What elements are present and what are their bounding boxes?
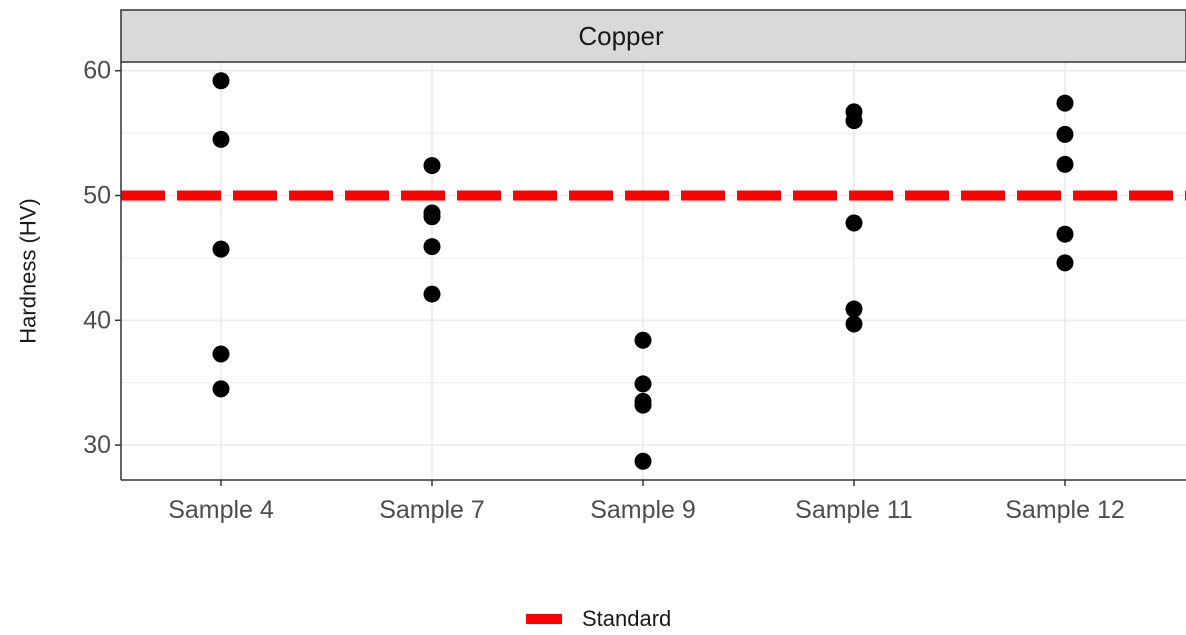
data-point <box>1056 125 1074 143</box>
y-tick-label: 40 <box>83 306 111 334</box>
legend: Standard <box>526 603 671 635</box>
data-point <box>423 208 441 226</box>
y-tick-label: 30 <box>83 431 111 459</box>
x-tick-label: Sample 4 <box>168 496 274 524</box>
data-point <box>634 375 652 393</box>
data-point <box>423 285 441 303</box>
facet-title: Copper <box>578 21 664 51</box>
data-point <box>423 238 441 256</box>
data-point <box>845 112 863 130</box>
x-tick-label: Sample 9 <box>590 496 696 524</box>
data-point <box>212 240 230 258</box>
data-point <box>634 331 652 349</box>
legend-key-standard <box>526 614 562 624</box>
data-point <box>634 396 652 414</box>
data-point <box>1056 94 1074 112</box>
data-points <box>212 72 1074 470</box>
data-point <box>1056 225 1074 243</box>
x-tick-label: Sample 12 <box>1005 496 1125 524</box>
y-tick-label: 50 <box>83 182 111 210</box>
legend-label-standard: Standard <box>582 606 672 631</box>
data-point <box>1056 155 1074 173</box>
data-point <box>1056 254 1074 272</box>
data-point <box>212 72 230 90</box>
data-point <box>845 315 863 333</box>
y-axis-title: Hardness (HV) <box>16 198 41 343</box>
y-axis-ticks: 30 40 50 60 <box>83 57 121 459</box>
data-point <box>845 214 863 232</box>
data-point <box>212 130 230 148</box>
data-point <box>845 300 863 318</box>
x-tick-label: Sample 11 <box>795 496 913 524</box>
data-point <box>212 345 230 363</box>
x-axis-ticks: Sample 4 Sample 7 Sample 9 Sample 11 Sample … <box>168 480 1125 524</box>
data-point <box>634 452 652 470</box>
x-tick-label: Sample 7 <box>379 496 485 524</box>
data-point <box>212 380 230 398</box>
facet-strip <box>120 9 1186 63</box>
data-point <box>423 157 441 175</box>
y-tick-label: 60 <box>83 57 111 85</box>
plot-panel <box>121 62 1186 480</box>
